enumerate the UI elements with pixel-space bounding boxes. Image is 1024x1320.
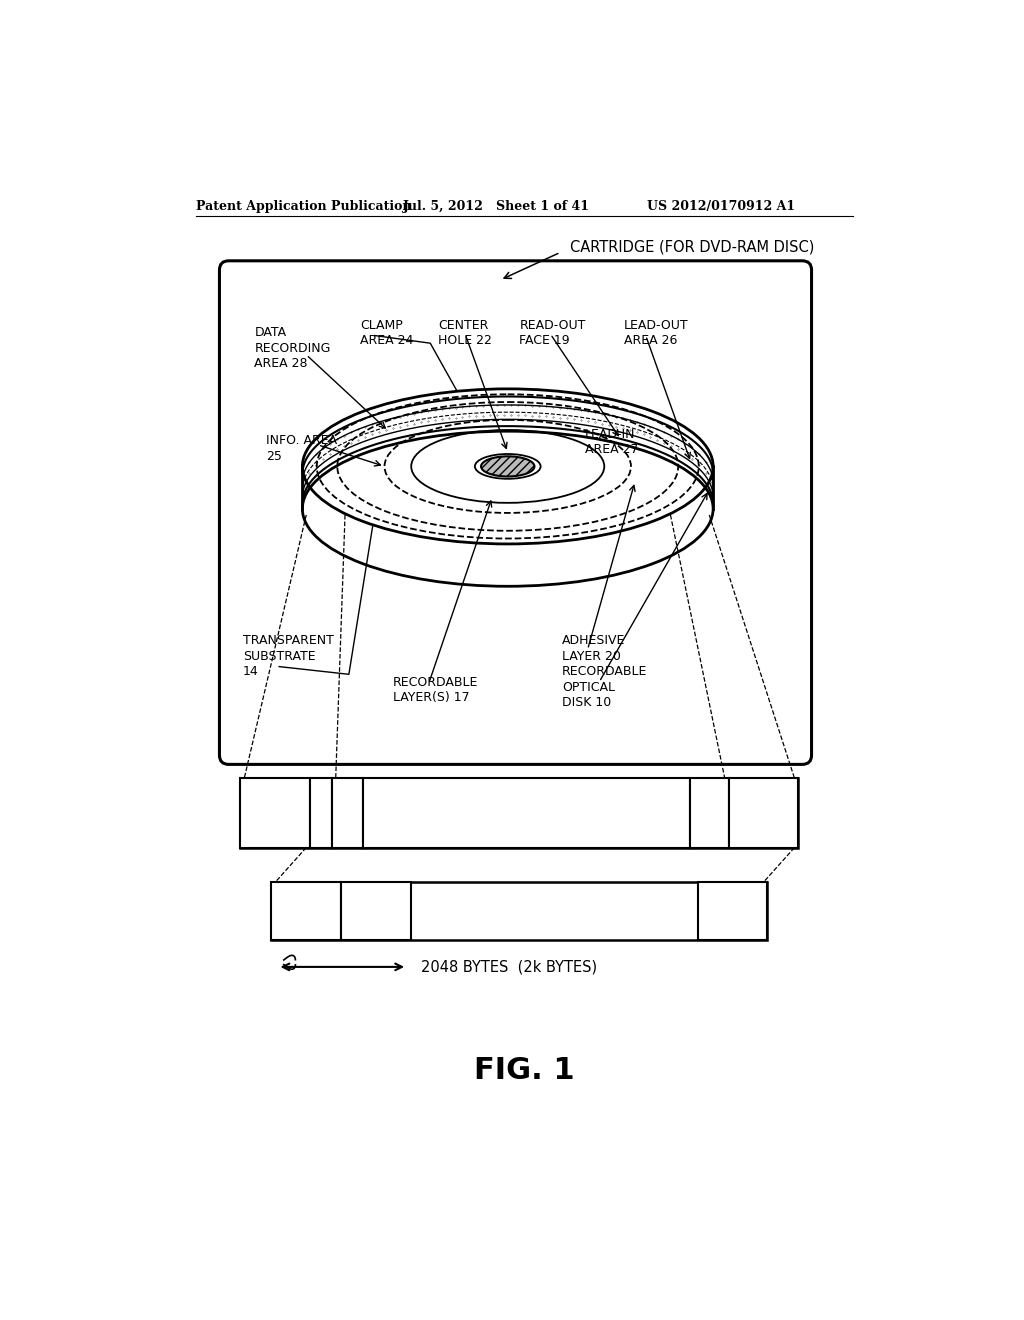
Ellipse shape xyxy=(481,457,535,477)
Text: INFO. AREA
25: INFO. AREA 25 xyxy=(266,434,337,462)
Ellipse shape xyxy=(475,454,541,479)
Bar xyxy=(241,779,310,847)
Text: READ-OUT
FACE 19: READ-OUT FACE 19 xyxy=(519,318,586,347)
Bar xyxy=(341,882,411,940)
Bar xyxy=(271,882,341,940)
Text: - - - - - - - - - -: - - - - - - - - - - xyxy=(470,904,568,919)
Text: Patent Application Publication: Patent Application Publication xyxy=(197,199,412,213)
Text: US 2012/0170912 A1: US 2012/0170912 A1 xyxy=(647,199,796,213)
Text: LOGICAL
SECTOR: LOGICAL SECTOR xyxy=(349,898,403,925)
Bar xyxy=(729,779,799,847)
Text: RECORDABLE
OPTICAL
DISK 10: RECORDABLE OPTICAL DISK 10 xyxy=(562,665,647,709)
Text: ADHESIVE
LAYER 20: ADHESIVE LAYER 20 xyxy=(562,635,626,663)
Text: TRACK: TRACK xyxy=(314,793,328,832)
Text: RECORDABLE
LAYER(S) 17: RECORDABLE LAYER(S) 17 xyxy=(393,676,478,705)
Text: RECORDING
TRACKS: RECORDING TRACKS xyxy=(488,784,564,812)
Bar xyxy=(697,882,767,940)
Text: CLAMP
AREA 24: CLAMP AREA 24 xyxy=(360,318,414,347)
Text: CARTRIDGE (FOR DVD-RAM DISC): CARTRIDGE (FOR DVD-RAM DISC) xyxy=(569,239,814,255)
Bar xyxy=(271,882,767,940)
Bar xyxy=(362,779,690,847)
Bar xyxy=(310,779,332,847)
Text: 2048 BYTES  (2k BYTES): 2048 BYTES (2k BYTES) xyxy=(421,960,597,974)
Ellipse shape xyxy=(302,389,713,544)
Bar xyxy=(690,779,729,847)
Text: DATA
RECORDING
AREA 28: DATA RECORDING AREA 28 xyxy=(254,326,331,371)
Text: LEAD-IN
AREA: LEAD-IN AREA xyxy=(250,799,300,828)
Text: CENTER
HOLE 22: CENTER HOLE 22 xyxy=(438,318,492,347)
FancyBboxPatch shape xyxy=(219,261,812,764)
Text: FIG. 1: FIG. 1 xyxy=(474,1056,575,1085)
Text: LOGICAL
SECTOR: LOGICAL SECTOR xyxy=(706,898,760,925)
Text: TRANSPARENT
SUBSTRATE
14: TRANSPARENT SUBSTRATE 14 xyxy=(243,635,334,678)
Text: LOGICAL
SECTOR: LOGICAL SECTOR xyxy=(280,898,333,925)
Text: Jul. 5, 2012   Sheet 1 of 41: Jul. 5, 2012 Sheet 1 of 41 xyxy=(403,199,590,213)
Text: LEAD-
OUT
AREA: LEAD- OUT AREA xyxy=(744,791,782,836)
Text: (LAND/GROOVES): (LAND/GROOVES) xyxy=(471,828,582,841)
Bar xyxy=(332,779,362,847)
Text: LEAD-IN
AREA 27: LEAD-IN AREA 27 xyxy=(586,428,639,457)
Text: LEAD-OUT
AREA 26: LEAD-OUT AREA 26 xyxy=(624,318,688,347)
Bar xyxy=(241,779,799,847)
